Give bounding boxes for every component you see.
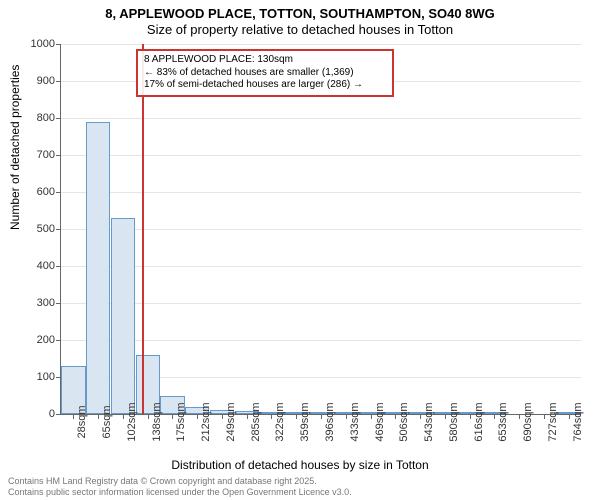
x-tick-mark bbox=[569, 414, 570, 419]
x-tick-mark bbox=[346, 414, 347, 419]
grid-line bbox=[61, 229, 581, 230]
x-tick-label: 138sqm bbox=[151, 402, 163, 441]
x-tick-label: 249sqm bbox=[225, 402, 237, 441]
x-tick-mark bbox=[172, 414, 173, 419]
grid-line bbox=[61, 192, 581, 193]
y-tick-mark bbox=[56, 414, 61, 415]
x-tick-label: 28sqm bbox=[76, 405, 88, 438]
y-tick-mark bbox=[56, 118, 61, 119]
x-tick-label: 396sqm bbox=[324, 402, 336, 441]
x-tick-label: 359sqm bbox=[299, 402, 311, 441]
y-tick-mark bbox=[56, 155, 61, 156]
histogram-bar bbox=[86, 122, 110, 414]
x-tick-label: 616sqm bbox=[473, 402, 485, 441]
x-tick-label: 285sqm bbox=[250, 402, 262, 441]
y-tick-label: 300 bbox=[15, 297, 55, 309]
y-tick-label: 0 bbox=[15, 408, 55, 420]
x-tick-label: 175sqm bbox=[175, 402, 187, 441]
grid-line bbox=[61, 266, 581, 267]
y-tick-label: 900 bbox=[15, 75, 55, 87]
x-tick-mark bbox=[371, 414, 372, 419]
y-tick-mark bbox=[56, 229, 61, 230]
x-tick-label: 65sqm bbox=[101, 405, 113, 438]
plot-area: 8 APPLEWOOD PLACE: 130sqm ← 83% of detac… bbox=[60, 44, 581, 415]
y-tick-mark bbox=[56, 266, 61, 267]
annotation-line-1: 8 APPLEWOOD PLACE: 130sqm bbox=[144, 54, 386, 67]
x-tick-label: 102sqm bbox=[126, 402, 138, 441]
y-tick-label: 800 bbox=[15, 112, 55, 124]
x-tick-label: 322sqm bbox=[274, 402, 286, 441]
x-tick-label: 727sqm bbox=[547, 402, 559, 441]
footer-line-2: Contains public sector information licen… bbox=[8, 487, 352, 498]
footer-attribution: Contains HM Land Registry data © Crown c… bbox=[8, 476, 352, 498]
grid-line bbox=[61, 155, 581, 156]
x-tick-mark bbox=[247, 414, 248, 419]
x-tick-mark bbox=[271, 414, 272, 419]
y-tick-mark bbox=[56, 303, 61, 304]
x-tick-mark bbox=[395, 414, 396, 419]
y-axis-label: Number of detached properties bbox=[8, 65, 22, 230]
x-tick-mark bbox=[98, 414, 99, 419]
x-tick-label: 469sqm bbox=[374, 402, 386, 441]
chart-container: 8, APPLEWOOD PLACE, TOTTON, SOUTHAMPTON,… bbox=[0, 0, 600, 500]
x-tick-label: 653sqm bbox=[497, 402, 509, 441]
property-marker-line bbox=[142, 44, 144, 414]
y-tick-label: 1000 bbox=[15, 38, 55, 50]
x-tick-label: 433sqm bbox=[349, 402, 361, 441]
y-tick-mark bbox=[56, 340, 61, 341]
footer-line-1: Contains HM Land Registry data © Crown c… bbox=[8, 476, 352, 487]
annotation-line-2: ← 83% of detached houses are smaller (1,… bbox=[144, 67, 386, 80]
grid-line bbox=[61, 340, 581, 341]
grid-line bbox=[61, 118, 581, 119]
annotation-box: 8 APPLEWOOD PLACE: 130sqm ← 83% of detac… bbox=[136, 49, 394, 97]
y-tick-mark bbox=[56, 81, 61, 82]
chart-subtitle: Size of property relative to detached ho… bbox=[0, 22, 600, 37]
x-tick-label: 543sqm bbox=[423, 402, 435, 441]
annotation-line-3: 17% of semi-detached houses are larger (… bbox=[144, 79, 386, 92]
y-tick-label: 700 bbox=[15, 149, 55, 161]
x-tick-label: 212sqm bbox=[200, 402, 212, 441]
chart-title-address: 8, APPLEWOOD PLACE, TOTTON, SOUTHAMPTON,… bbox=[0, 6, 600, 21]
x-tick-mark bbox=[148, 414, 149, 419]
x-tick-mark bbox=[494, 414, 495, 419]
x-tick-mark bbox=[470, 414, 471, 419]
y-tick-label: 200 bbox=[15, 334, 55, 346]
x-tick-label: 580sqm bbox=[448, 402, 460, 441]
x-tick-mark bbox=[73, 414, 74, 419]
x-tick-label: 690sqm bbox=[522, 402, 534, 441]
y-tick-mark bbox=[56, 192, 61, 193]
x-tick-mark bbox=[420, 414, 421, 419]
y-tick-mark bbox=[56, 44, 61, 45]
histogram-bar bbox=[111, 218, 135, 414]
x-tick-mark bbox=[519, 414, 520, 419]
x-tick-mark bbox=[445, 414, 446, 419]
x-tick-mark bbox=[321, 414, 322, 419]
y-tick-label: 500 bbox=[15, 223, 55, 235]
y-tick-label: 600 bbox=[15, 186, 55, 198]
x-tick-mark bbox=[197, 414, 198, 419]
x-tick-label: 506sqm bbox=[398, 402, 410, 441]
y-tick-label: 100 bbox=[15, 371, 55, 383]
grid-line bbox=[61, 44, 581, 45]
x-tick-mark bbox=[296, 414, 297, 419]
x-tick-mark bbox=[123, 414, 124, 419]
x-tick-mark bbox=[222, 414, 223, 419]
x-tick-label: 764sqm bbox=[572, 402, 584, 441]
x-axis-label: Distribution of detached houses by size … bbox=[0, 458, 600, 472]
grid-line bbox=[61, 303, 581, 304]
y-tick-label: 400 bbox=[15, 260, 55, 272]
x-tick-mark bbox=[544, 414, 545, 419]
